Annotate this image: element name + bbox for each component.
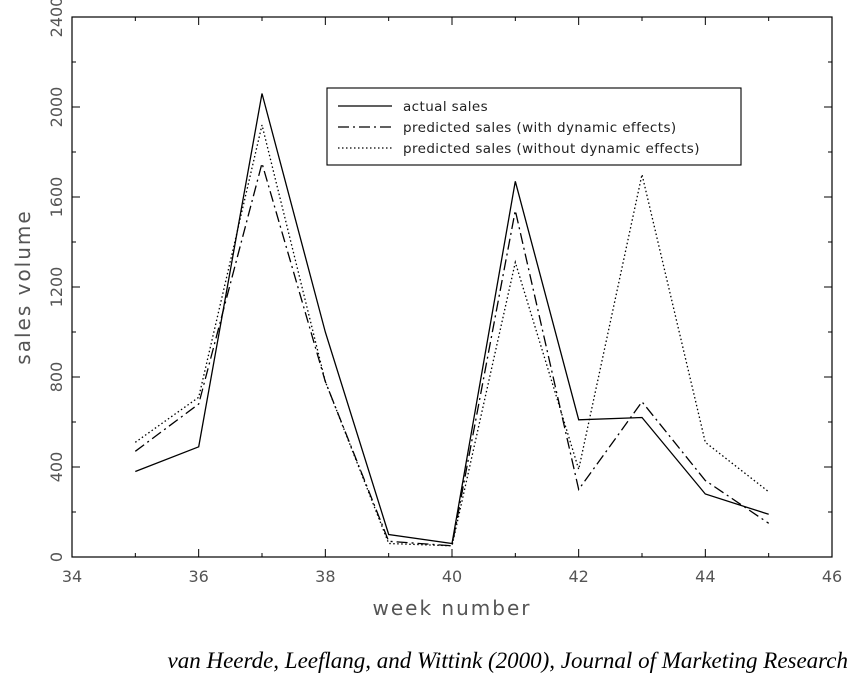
x-tick-label: 46 (822, 567, 842, 586)
x-tick-label: 38 (315, 567, 335, 586)
x-tick-label: 36 (188, 567, 208, 586)
y-tick-label: 0 (47, 552, 66, 562)
x-tick-label: 44 (695, 567, 715, 586)
series-predicted-with-dynamic-effects (134, 160, 770, 547)
legend: actual sales predicted sales (with dynam… (326, 87, 742, 166)
x-axis-title: week number (373, 596, 532, 620)
y-tick-label: 2400 (47, 0, 66, 37)
y-axis-title: sales volume (11, 209, 35, 364)
x-tick-label: 42 (568, 567, 588, 586)
legend-label-with-dynamic-effects: predicted sales (with dynamic effects) (403, 120, 677, 136)
y-tick-label: 400 (47, 452, 66, 483)
source-caption: van Heerde, Leeflang, and Wittink (2000)… (167, 648, 848, 673)
x-tick-label: 34 (62, 567, 82, 586)
axis-ticks (71, 16, 833, 558)
y-tick-label: 800 (47, 362, 66, 393)
y-tick-label: 2000 (47, 87, 66, 128)
legend-label-without-dynamic-effects: predicted sales (without dynamic effects… (403, 141, 700, 157)
line-chart: 34 36 38 40 42 44 46 0 400 800 1200 1600 2000 2400 we… (11, 0, 842, 620)
y-tick-label: 1600 (47, 177, 66, 218)
y-tick-label: 1200 (47, 267, 66, 308)
axis-tick-labels: 34 36 38 40 42 44 46 0 400 800 1200 1600 2000 2400 (47, 0, 842, 586)
legend-box (326, 87, 742, 166)
series-predicted-without-dynamic-effects (134, 124, 770, 547)
series-lines (134, 93, 770, 547)
legend-label-actual-sales: actual sales (403, 99, 488, 115)
x-tick-label: 40 (442, 567, 462, 586)
